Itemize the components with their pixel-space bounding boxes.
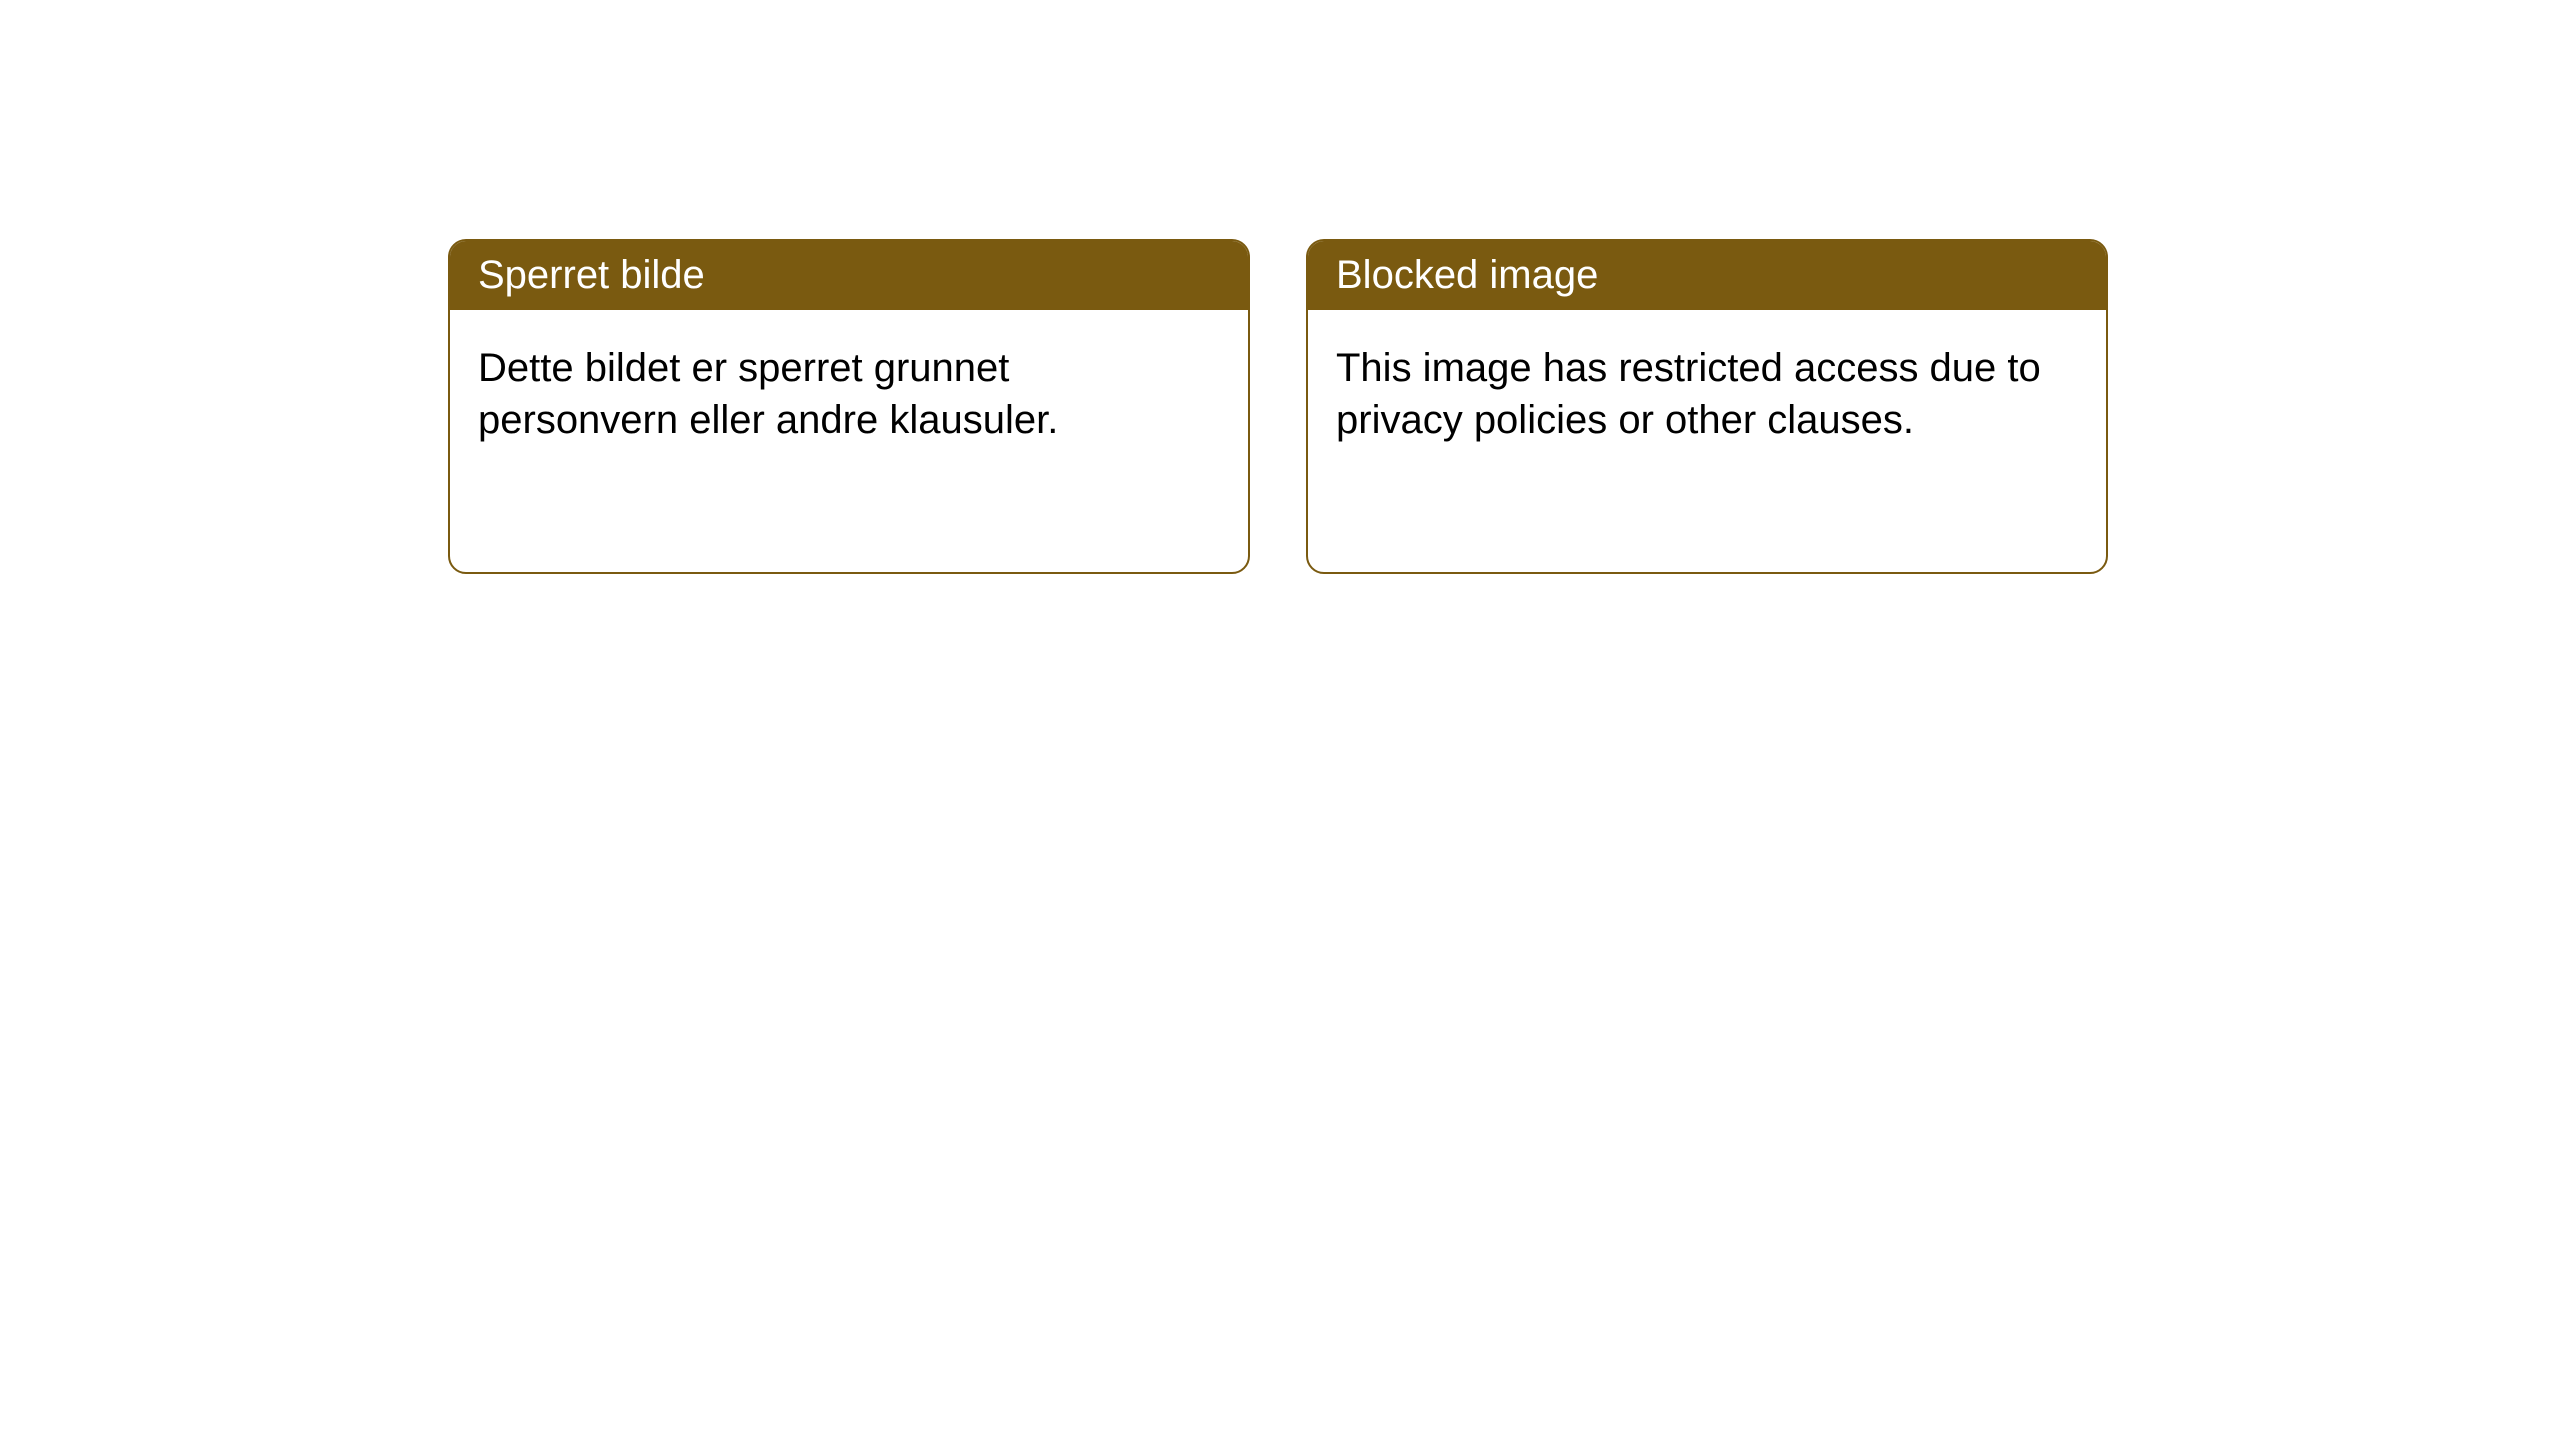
card-body: Dette bildet er sperret grunnet personve… — [450, 310, 1248, 478]
card-header: Blocked image — [1308, 241, 2106, 310]
notice-card-norwegian: Sperret bilde Dette bildet er sperret gr… — [448, 239, 1250, 574]
card-header: Sperret bilde — [450, 241, 1248, 310]
card-title: Sperret bilde — [478, 253, 705, 297]
card-body: This image has restricted access due to … — [1308, 310, 2106, 478]
card-body-text: This image has restricted access due to … — [1336, 346, 2041, 442]
notice-container: Sperret bilde Dette bildet er sperret gr… — [0, 0, 2560, 574]
notice-card-english: Blocked image This image has restricted … — [1306, 239, 2108, 574]
card-title: Blocked image — [1336, 253, 1598, 297]
card-body-text: Dette bildet er sperret grunnet personve… — [478, 346, 1058, 442]
